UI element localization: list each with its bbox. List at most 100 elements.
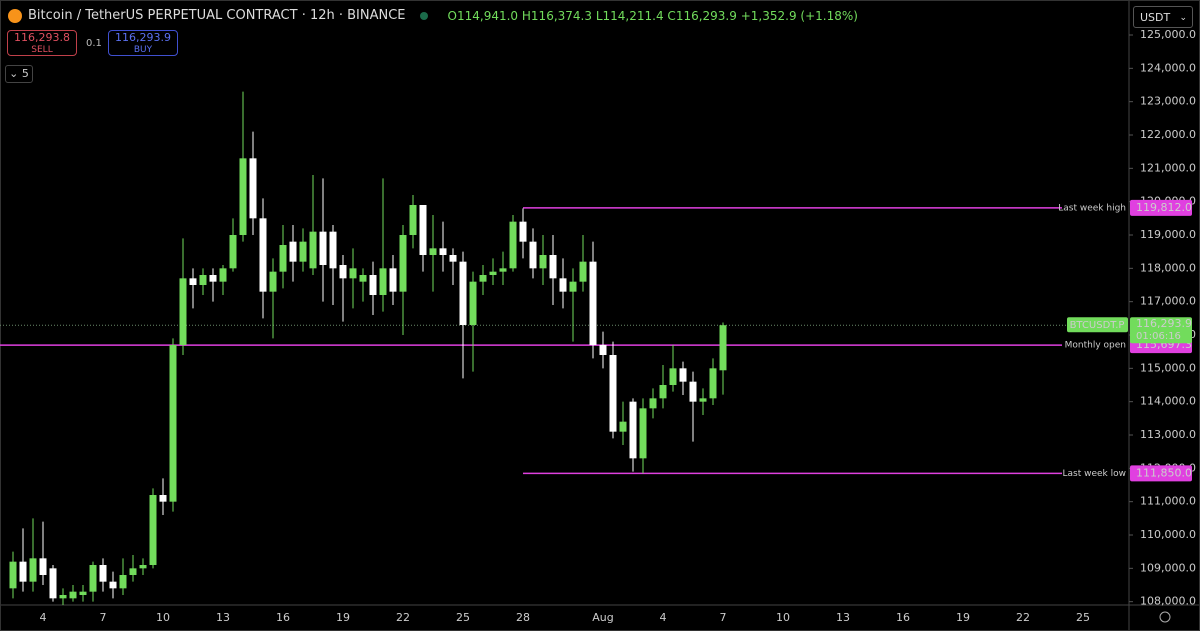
x-tick-label: Aug <box>592 611 613 624</box>
y-tick-label: 121,000.0 <box>1140 161 1196 174</box>
ohlc-value: 116,374.3 <box>530 8 592 23</box>
x-tick-label: 13 <box>216 611 230 624</box>
settings-icon[interactable] <box>1159 611 1171 623</box>
candle-body <box>249 158 257 219</box>
level-value-label: 119,812.0 <box>1136 201 1192 214</box>
candle-body <box>189 278 197 285</box>
symbol-title[interactable]: Bitcoin / TetherUS PERPETUAL CONTRACT · … <box>28 8 406 23</box>
candle-body <box>569 281 577 292</box>
candle-body <box>619 421 627 432</box>
sell-button[interactable]: 116,293.8 SELL <box>7 30 77 56</box>
candle-body <box>169 345 177 502</box>
candle-body <box>589 261 597 345</box>
candle-body <box>549 255 557 279</box>
y-tick-label: 123,000.0 <box>1140 95 1196 108</box>
candle-body <box>439 248 447 255</box>
candle-body <box>579 261 587 282</box>
header: Bitcoin / TetherUS PERPETUAL CONTRACT · … <box>8 8 858 23</box>
ohlc-key: L <box>595 8 603 23</box>
candle-body <box>449 255 457 262</box>
candle-body <box>109 581 117 589</box>
buy-price: 116,293.9 <box>115 31 171 44</box>
candle-body <box>309 231 317 269</box>
candle-body <box>239 158 247 235</box>
ohlc-value: 114,211.4 <box>602 8 664 23</box>
candle-body <box>479 275 487 282</box>
level-name: Monthly open <box>1065 341 1126 351</box>
status-dot <box>419 11 428 20</box>
candle-body <box>559 278 567 292</box>
candle-body <box>629 401 637 459</box>
y-tick-label: 114,000.0 <box>1140 395 1196 408</box>
candle-body <box>199 275 207 285</box>
level-name: Last week low <box>1063 469 1126 479</box>
indicator-count: 5 <box>21 67 29 80</box>
candle-body <box>679 368 687 382</box>
candle-body <box>609 355 617 432</box>
symbol-label: BTCUSDT.P <box>1070 320 1125 331</box>
level-name-bg <box>1062 466 1128 481</box>
x-tick-label: 7 <box>720 611 727 624</box>
level-name-bg <box>1062 338 1128 353</box>
candle-body <box>529 241 537 269</box>
buy-label: BUY <box>133 45 153 55</box>
candle-body <box>79 591 87 595</box>
ohlc: O114,941.0 H116,374.3 L114,211.4 C116,29… <box>448 9 858 23</box>
y-tick-label: 108,000.0 <box>1140 595 1196 608</box>
candle-body <box>129 568 137 575</box>
candle-body <box>509 221 517 269</box>
last-price-label: 116,293.9 <box>1136 317 1192 330</box>
x-tick-label: 25 <box>1076 611 1090 624</box>
candle-body <box>269 271 277 292</box>
y-tick-label: 115,000.0 <box>1140 361 1196 374</box>
x-tick-label: 25 <box>456 611 470 624</box>
ohlc-key: H <box>521 8 531 23</box>
x-tick-label: 22 <box>1016 611 1030 624</box>
x-tick-label: 16 <box>896 611 910 624</box>
candle-body <box>39 558 47 575</box>
y-tick-label: 109,000.0 <box>1140 561 1196 574</box>
candle-body <box>459 261 467 325</box>
change: +1,352.9 (+1.18%) <box>740 8 858 23</box>
symbol-tag <box>1067 317 1128 333</box>
candle-body <box>139 565 147 569</box>
level-name: Last week high <box>1058 203 1126 213</box>
x-tick-label: 4 <box>40 611 47 624</box>
sell-price: 116,293.8 <box>14 31 70 44</box>
candle-body <box>419 205 427 255</box>
y-tick-label: 110,000.0 <box>1140 528 1196 541</box>
price-tag <box>1130 317 1192 344</box>
candle-body <box>499 268 507 272</box>
level-tag <box>1130 465 1192 482</box>
x-tick-label: 19 <box>336 611 350 624</box>
indicators-toggle[interactable]: ⌄ 5 <box>5 65 33 83</box>
sell-label: SELL <box>31 45 53 55</box>
y-tick-label: 122,000.0 <box>1140 128 1196 141</box>
candle-body <box>429 248 437 255</box>
candle-body <box>719 325 727 371</box>
y-tick-label: 113,000.0 <box>1140 428 1196 441</box>
ohlc-key: C <box>667 8 676 23</box>
candle-body <box>69 591 77 599</box>
candle-body <box>229 235 237 269</box>
ohlc-value: 114,941.0 <box>456 8 519 23</box>
candle-body <box>119 575 127 589</box>
candle-body <box>299 241 307 262</box>
x-tick-label: 16 <box>276 611 290 624</box>
currency-select[interactable]: USDT ⌄ <box>1133 6 1193 28</box>
candle-body <box>689 381 697 402</box>
candle-body <box>519 221 527 242</box>
candle-body <box>279 245 287 272</box>
x-tick-label: 19 <box>956 611 970 624</box>
candle-body <box>49 568 57 599</box>
currency: USDT <box>1140 11 1171 24</box>
candle-body <box>289 241 297 262</box>
candle-body <box>639 408 647 459</box>
candle-body <box>99 565 107 582</box>
candle-body <box>699 398 707 402</box>
candle-body <box>649 398 657 409</box>
candle-body <box>599 345 607 355</box>
buy-button[interactable]: 116,293.9 BUY <box>108 30 178 56</box>
x-tick-label: 28 <box>516 611 530 624</box>
